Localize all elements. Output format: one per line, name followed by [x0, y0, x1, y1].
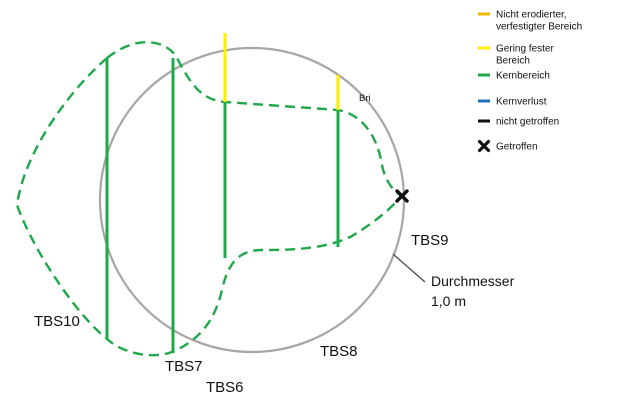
legend: Nicht erodierter,verfestigter Bereich Ger… — [477, 10, 582, 153]
legend-label-uneroded-2: verfestigter Bereich — [496, 22, 582, 33]
legend-label-core: Kernbereich — [496, 71, 550, 82]
legend-hit-icon — [477, 139, 491, 153]
diameter-label-line2: 1,0 m — [431, 293, 466, 309]
legend-label-hit: Getroffen — [496, 142, 538, 153]
legend-label-core-loss: Kernverlust — [496, 97, 547, 108]
legend-item-core: Kernbereich — [478, 71, 550, 82]
legend-label-weak-2: Bereich — [496, 56, 530, 67]
legend-item-hit: Getroffen — [477, 139, 538, 153]
label-tbs9: TBS9 — [411, 232, 449, 249]
legend-label-uneroded: Nicht erodierter, — [496, 10, 567, 21]
diameter-label-line1: Durchmesser — [431, 273, 515, 289]
legend-label-weak: Gering fester — [496, 44, 554, 55]
hit-marker-icon — [395, 189, 409, 203]
erosion-outline-dashed — [15, 41, 403, 357]
partial-label: Bri — [359, 93, 371, 104]
legend-label-not-hit: nicht getroffen — [496, 117, 559, 128]
label-tbs7: TBS7 — [165, 358, 203, 375]
legend-item-core-loss: Kernverlust — [478, 97, 547, 108]
label-tbs8: TBS8 — [320, 343, 358, 360]
legend-item-not-hit: nicht getroffen — [478, 117, 559, 128]
diameter-pointer — [392, 253, 426, 283]
label-tbs10: TBS10 — [34, 313, 80, 330]
label-tbs6: TBS6 — [206, 379, 244, 394]
legend-item-uneroded: Nicht erodierter,verfestigter Bereich — [478, 10, 582, 33]
